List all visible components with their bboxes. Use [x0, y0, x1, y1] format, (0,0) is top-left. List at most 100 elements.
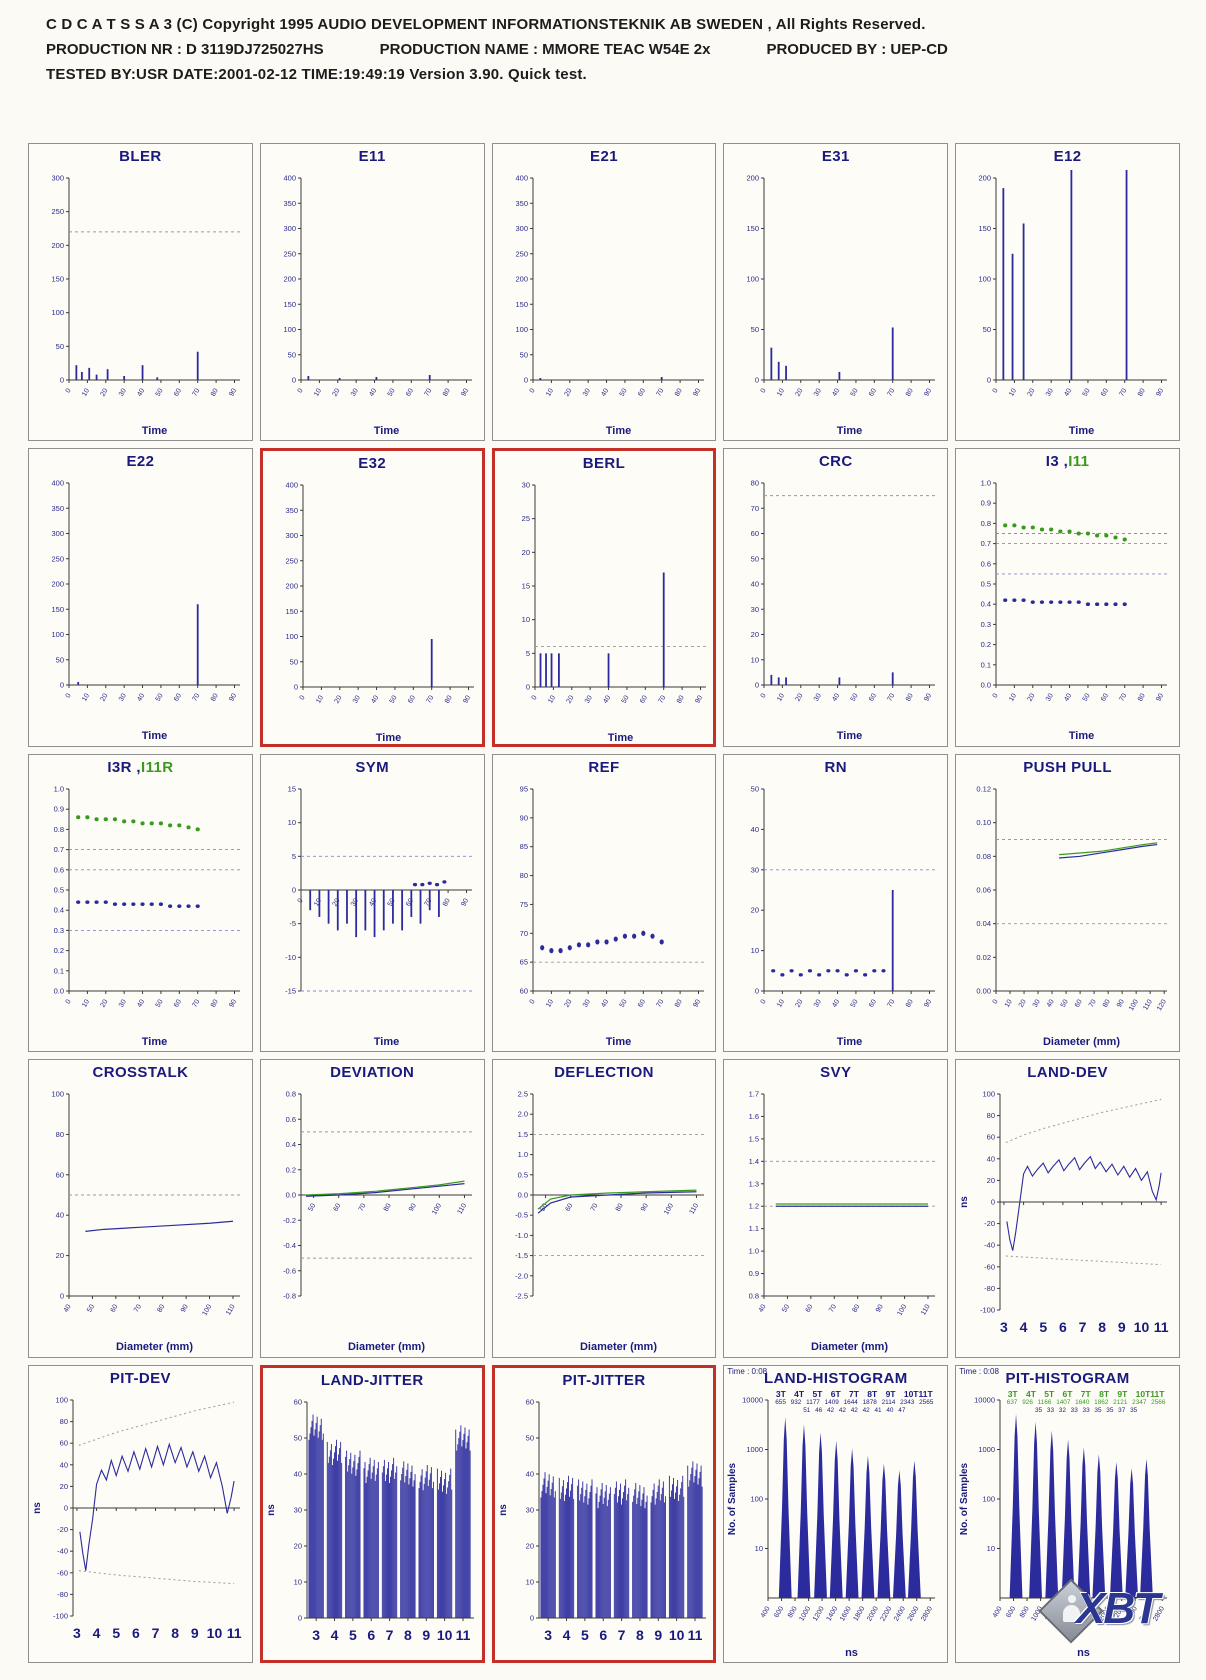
svg-text:250: 250: [51, 207, 64, 216]
svg-text:5: 5: [581, 1627, 589, 1643]
svg-text:15: 15: [521, 582, 529, 591]
chart-title: E12: [1053, 148, 1082, 165]
svg-text:30: 30: [352, 695, 362, 705]
svg-text:15: 15: [287, 784, 295, 793]
svg-text:Time: Time: [376, 732, 401, 744]
svg-text:50: 50: [389, 695, 399, 705]
svg-text:-60: -60: [57, 1568, 68, 1577]
svg-text:0.9: 0.9: [54, 804, 64, 813]
svg-text:10000: 10000: [974, 1395, 995, 1404]
svg-text:40: 40: [525, 1469, 533, 1478]
svg-text:8: 8: [636, 1627, 644, 1643]
svg-text:70: 70: [423, 387, 433, 397]
svg-text:30: 30: [525, 1505, 533, 1514]
svg-text:40: 40: [136, 387, 146, 397]
svg-text:-0.2: -0.2: [283, 1216, 296, 1225]
copyright-line: C D C A T S S A 3 (C) Copyright 1995 AUD…: [46, 16, 926, 33]
svg-text:3: 3: [544, 1627, 552, 1643]
svg-text:-10: -10: [285, 953, 296, 962]
svg-text:20: 20: [795, 998, 805, 1008]
svg-text:30: 30: [118, 998, 128, 1008]
svg-text:90: 90: [1116, 998, 1126, 1008]
svg-text:200: 200: [515, 275, 528, 284]
chart-plot: 0 50 100 150 200 250 300 350 400 0 10 20 30 40 50 60 70 8…: [285, 481, 474, 744]
svg-text:40: 40: [602, 695, 612, 705]
svg-text:4: 4: [330, 1627, 338, 1643]
svg-text:20: 20: [56, 1251, 64, 1260]
chart-cell-e22: E22 0 50 100 150 200 250 300 350 400 0 10 20 30 40 50 60…: [28, 448, 253, 747]
svg-text:90: 90: [694, 695, 704, 705]
svg-text:80: 80: [60, 1417, 68, 1426]
svg-text:70: 70: [191, 693, 201, 703]
svg-text:0.2: 0.2: [285, 1165, 295, 1174]
svg-text:-2.0: -2.0: [515, 1271, 528, 1280]
svg-text:50: 50: [751, 325, 759, 334]
svg-text:50: 50: [618, 998, 628, 1008]
svg-text:50: 50: [155, 387, 165, 397]
chart-title: SVY: [820, 1064, 852, 1082]
svg-text:10: 10: [545, 998, 555, 1008]
svg-text:0.4: 0.4: [285, 1140, 295, 1149]
svg-text:50: 50: [155, 998, 165, 1008]
svg-text:70: 70: [1119, 693, 1129, 703]
chart-plot: 0.00 0.02 0.04 0.06 0.08 0.10 0.12 0 10 20 30 40 50 6…: [977, 784, 1169, 1048]
chart-plot: 0 50 100 150 200 250 300 0 10 20 30 40 50 60 70 80 90 Tim…: [51, 174, 240, 437]
svg-text:80: 80: [383, 1203, 393, 1213]
svg-text:70: 70: [655, 998, 665, 1008]
svg-text:5: 5: [525, 649, 529, 658]
svg-text:10: 10: [547, 695, 557, 705]
svg-text:20: 20: [751, 630, 759, 639]
svg-text:0: 0: [760, 998, 768, 1005]
svg-text:-0.4: -0.4: [283, 1241, 296, 1250]
svg-text:0: 0: [528, 387, 536, 394]
svg-text:60: 60: [637, 387, 647, 397]
svg-text:60: 60: [110, 1304, 120, 1314]
svg-text:0.7: 0.7: [981, 539, 991, 548]
svg-text:200: 200: [747, 174, 760, 183]
svg-text:-40: -40: [984, 1241, 995, 1250]
svg-text:70: 70: [1119, 387, 1129, 397]
chart-title: PIT-HISTOGRAM: [1005, 1369, 1130, 1387]
chart-plot: 0.8 0.9 1.0 1.1 1.2 1.3 1.4 1.5 1.6 1.7 40 50 60 70 80…: [749, 1090, 936, 1353]
svg-text:150: 150: [747, 224, 760, 233]
svg-text:60: 60: [173, 998, 183, 1008]
svg-text:40: 40: [832, 693, 842, 703]
chart-title: E22: [126, 453, 155, 471]
svg-text:ns: ns: [32, 1501, 43, 1513]
chart-plot: 0 50 100 150 200 250 300 350 400 0 10 20 30 40 50 60 70 8…: [51, 479, 240, 742]
chart-plot: 0 50 100 150 200 0 10 20 30 40 50 60 70 80 90 Time: [979, 170, 1168, 437]
svg-text:20: 20: [331, 387, 341, 397]
chart-plot: -15 -10 -5 0 5 10 15 0 10 20 30 40 50 60 70 80 90 Time: [285, 784, 472, 1048]
svg-text:30: 30: [118, 693, 128, 703]
svg-text:60: 60: [868, 998, 878, 1008]
svg-text:50: 50: [850, 693, 860, 703]
svg-text:50: 50: [1082, 693, 1092, 703]
chart-cell-sym: SYM -15 -10 -5 0 5 10 15 0 10 20 30 40 50 60 70 80 90 Time: [259, 753, 485, 1053]
svg-text:4: 4: [93, 1625, 101, 1641]
svg-text:0.8: 0.8: [981, 519, 991, 528]
svg-text:ns: ns: [266, 1503, 277, 1515]
svg-text:Diameter (mm): Diameter (mm): [1043, 1036, 1120, 1048]
svg-text:3: 3: [312, 1627, 320, 1643]
svg-text:80: 80: [673, 998, 683, 1008]
svg-text:0.5: 0.5: [54, 885, 64, 894]
svg-text:7: 7: [617, 1627, 625, 1643]
svg-text:70: 70: [519, 929, 527, 938]
svg-text:40: 40: [751, 825, 759, 834]
svg-text:50: 50: [1082, 387, 1092, 397]
svg-text:10000: 10000: [743, 1395, 764, 1404]
svg-text:0.2: 0.2: [981, 640, 991, 649]
svg-text:90: 90: [460, 897, 470, 907]
svg-text:50: 50: [56, 342, 64, 351]
svg-text:50: 50: [293, 1433, 301, 1442]
svg-text:70: 70: [657, 695, 667, 705]
svg-text:7: 7: [385, 1627, 393, 1643]
svg-text:50: 50: [525, 1433, 533, 1442]
svg-text:Time: Time: [142, 1036, 167, 1048]
chart-cell-land-jitter: LAND-JITTER 0 10 20 30 40 50 60 3 4 5 6 7 8 9 10 11 ns: [259, 1364, 485, 1663]
svg-text:0: 0: [992, 693, 1000, 700]
svg-text:350: 350: [515, 199, 528, 208]
svg-text:50: 50: [850, 387, 860, 397]
svg-text:110: 110: [456, 1203, 468, 1216]
svg-text:1.4: 1.4: [749, 1157, 759, 1166]
